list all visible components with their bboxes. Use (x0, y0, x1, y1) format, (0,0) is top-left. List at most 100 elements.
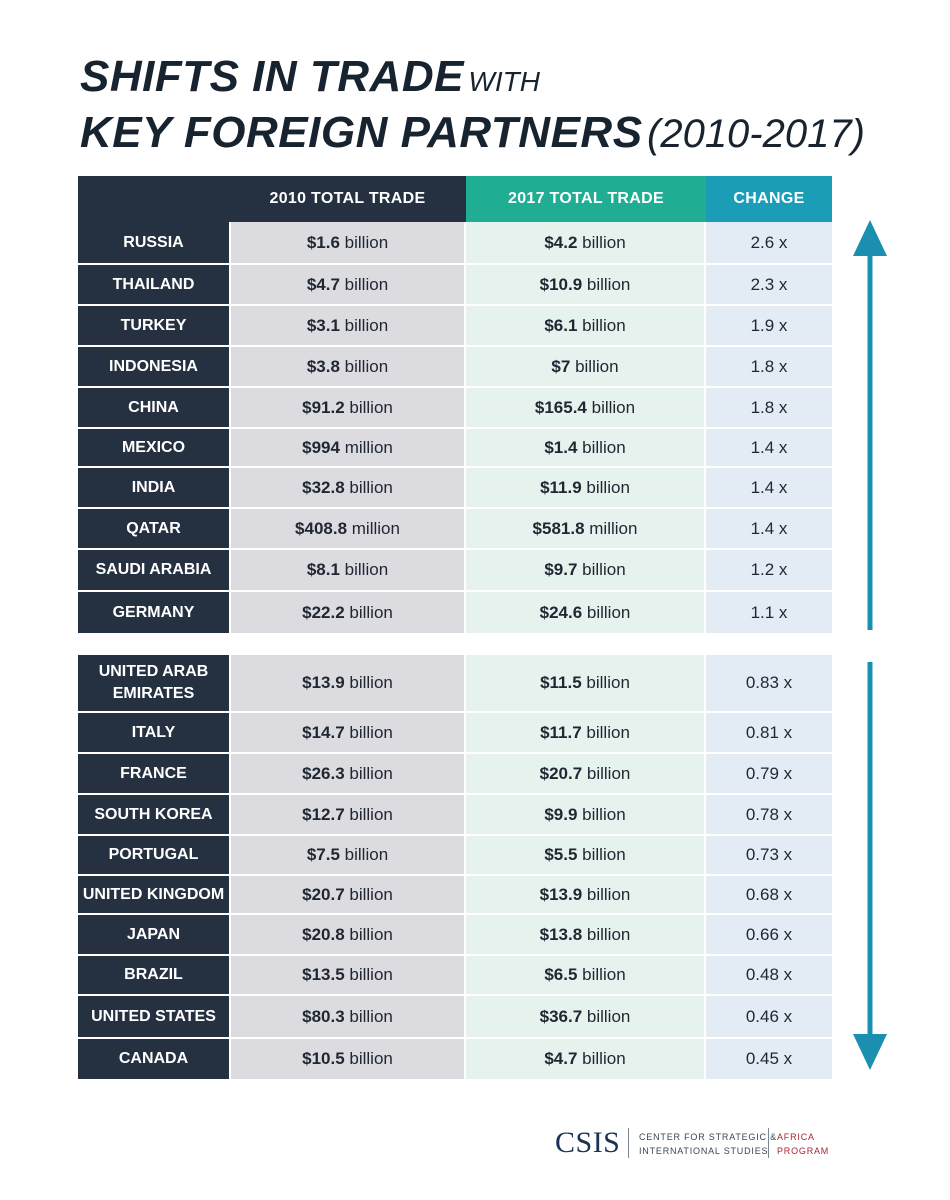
trade-2017-unit: billion (575, 356, 619, 376)
country-cell: CHINA (78, 386, 229, 427)
country-cell: SOUTH KOREA (78, 793, 229, 834)
table-row: ITALY $14.7 billion $11.7 billion 0.81 x (78, 711, 832, 752)
change-cell: 0.46 x (706, 994, 832, 1037)
trade-2010-amount: $80.3 (302, 1006, 345, 1026)
title-bold-2: KEY FOREIGN PARTNERS (80, 108, 643, 157)
change-cell: 0.66 x (706, 913, 832, 954)
trade-2017-unit: billion (582, 965, 626, 984)
trade-2010-unit: billion (344, 232, 389, 252)
trade-2010-cell: $10.5 billion (229, 1037, 466, 1079)
trade-2010-amount: $12.7 (302, 804, 345, 824)
csis-logo: CSIS (555, 1126, 621, 1159)
trade-2010-cell: $994 million (229, 427, 466, 466)
trade-2017-amount: $5.5 (544, 845, 578, 864)
country-cell: BRAZIL (78, 954, 229, 994)
trade-2010-amount: $26.3 (302, 763, 345, 783)
trade-2010-amount: $10.5 (302, 1049, 345, 1068)
trade-2017-cell: $11.9 billion (466, 466, 706, 507)
trade-2010-cell: $80.3 billion (229, 994, 466, 1037)
trade-2017-unit: billion (586, 763, 631, 783)
title-small-1: WITH (468, 66, 540, 97)
trade-2010-unit: billion (349, 924, 393, 944)
change-cell: 0.79 x (706, 752, 832, 793)
footer-divider (768, 1128, 769, 1158)
trade-2017-cell: $20.7 billion (466, 752, 706, 793)
trade-2010-unit: billion (344, 560, 389, 579)
trade-2017-amount: $9.9 (544, 804, 578, 824)
trade-2010-amount: $13.5 (302, 965, 345, 984)
change-cell: 1.4 x (706, 427, 832, 466)
trade-2017-cell: $4.7 billion (466, 1037, 706, 1079)
trade-2010-cell: $14.7 billion (229, 711, 466, 752)
trade-2017-unit: billion (586, 722, 630, 742)
trade-2017-cell: $9.9 billion (466, 793, 706, 834)
trade-2010-unit: billion (349, 602, 393, 622)
table-row: PORTUGAL $7.5 billion $5.5 billion 0.73 x (78, 834, 832, 874)
country-cell: PORTUGAL (78, 834, 229, 874)
trade-2017-amount: $10.9 (539, 274, 583, 294)
trade-2017-cell: $581.8 million (466, 507, 706, 548)
change-cell: 1.9 x (706, 304, 832, 345)
trade-2017-amount: $36.7 (539, 1006, 583, 1026)
title-line-2: KEY FOREIGN PARTNERS (2010-2017) (80, 111, 865, 155)
trade-2017-unit: million (589, 518, 638, 538)
trade-2017-amount: $6.5 (544, 965, 578, 984)
trade-2017-unit: billion (582, 804, 626, 824)
trade-2017-amount: $4.7 (544, 1049, 578, 1068)
trade-2017-cell: $10.9 billion (466, 263, 706, 304)
program-name: AFRICA PROGRAM (777, 1130, 829, 1158)
trade-2010-cell: $20.7 billion (229, 874, 466, 913)
trade-2017-cell: $9.7 billion (466, 548, 706, 590)
table-row: QATAR $408.8 million $581.8 million 1.4 x (78, 507, 832, 548)
trade-2017-unit: billion (586, 602, 631, 622)
trade-2017-cell: $6.5 billion (466, 954, 706, 994)
trade-2010-unit: billion (344, 315, 389, 335)
trade-2017-unit: billion (586, 924, 631, 944)
trade-2017-amount: $13.8 (539, 924, 583, 944)
footer-divider (628, 1128, 629, 1158)
trade-2017-cell: $1.4 billion (466, 427, 706, 466)
trade-2010-cell: $3.8 billion (229, 345, 466, 386)
table-row: THAILAND $4.7 billion $10.9 billion 2.3 x (78, 263, 832, 304)
change-cell: 1.4 x (706, 466, 832, 507)
table-row: CHINA $91.2 billion $165.4 billion 1.8 x (78, 386, 832, 427)
trade-2017-unit: billion (591, 397, 636, 417)
table-row: SAUDI ARABIA $8.1 billion $9.7 billion 1.2 … (78, 548, 832, 590)
change-cell: 2.6 x (706, 222, 832, 263)
trade-2010-amount: $20.8 (302, 924, 345, 944)
country-cell: UNITED STATES (78, 994, 229, 1037)
country-cell: UNITED KINGDOM (78, 874, 229, 913)
trade-2017-cell: $36.7 billion (466, 994, 706, 1037)
trade-2010-unit: billion (349, 673, 393, 692)
country-cell: INDIA (78, 466, 229, 507)
country-cell: GERMANY (78, 590, 229, 633)
trade-2010-unit: billion (344, 356, 389, 376)
trade-2017-cell: $7 billion (466, 345, 706, 386)
change-cell: 1.1 x (706, 590, 832, 633)
program-name-line-1: AFRICA (777, 1132, 815, 1142)
org-name-line-1: CENTER FOR STRATEGIC & (639, 1132, 777, 1142)
table-row: UNITED STATES $80.3 billion $36.7 billion 0… (78, 994, 832, 1037)
trade-2010-amount: $20.7 (302, 884, 345, 904)
change-cell: 0.68 x (706, 874, 832, 913)
trade-2010-cell: $22.2 billion (229, 590, 466, 633)
org-name-line-2: INTERNATIONAL STUDIES (639, 1146, 769, 1156)
trade-2010-unit: billion (349, 763, 393, 783)
trade-2017-amount: $6.1 (544, 315, 578, 335)
trade-2017-cell: $13.9 billion (466, 874, 706, 913)
table-header-row: 2010 TOTAL TRADE 2017 TOTAL TRADE CHANGE (78, 176, 832, 222)
trade-2010-amount: $22.2 (302, 602, 345, 622)
change-cell: 0.83 x (706, 655, 832, 711)
change-cell: 0.78 x (706, 793, 832, 834)
trade-2010-cell: $12.7 billion (229, 793, 466, 834)
trade-2010-unit: million (351, 518, 400, 538)
country-cell: UNITED ARAB EMIRATES (78, 655, 229, 711)
table-row: RUSSIA $1.6 billion $4.2 billion 2.6 x (78, 222, 832, 263)
trade-2010-unit: billion (349, 1006, 393, 1026)
trade-2010-cell: $26.3 billion (229, 752, 466, 793)
trade-2017-amount: $11.7 (540, 722, 582, 742)
trade-2010-cell: $408.8 million (229, 507, 466, 548)
org-name: CENTER FOR STRATEGIC & INTERNATIONAL STU… (639, 1130, 777, 1158)
table-row: UNITED ARAB EMIRATES $13.9 billion $11.5 b… (78, 655, 832, 711)
trade-2017-cell: $11.7 billion (466, 711, 706, 752)
